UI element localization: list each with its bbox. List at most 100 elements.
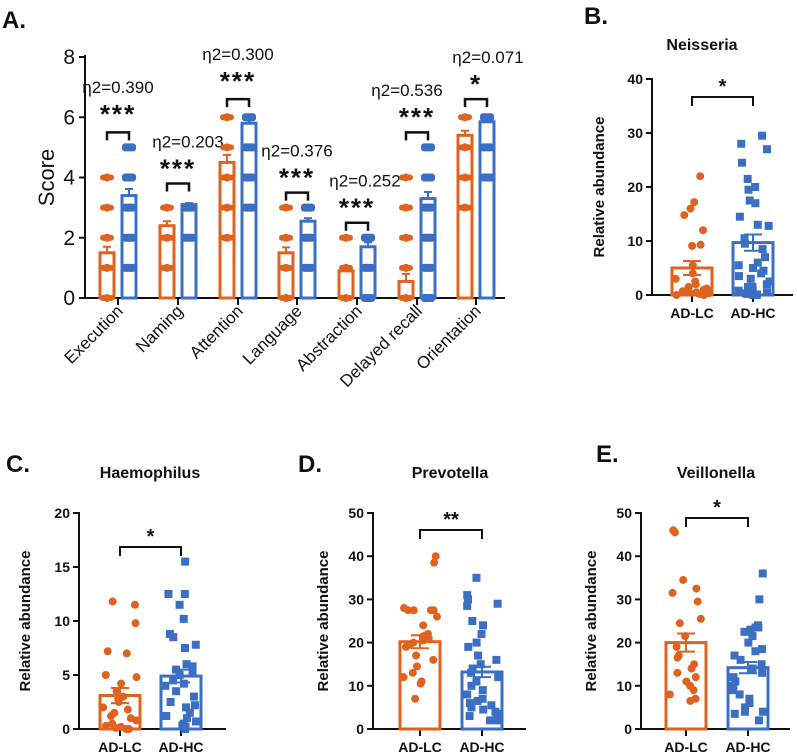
effect-size-label: η2=0.300: [202, 45, 273, 64]
data-point: [182, 234, 196, 241]
bar: [456, 133, 474, 300]
data-point: [122, 649, 131, 658]
data-point: [680, 211, 689, 220]
x-tick-label: AD-HC: [459, 739, 504, 755]
panel-label: B.: [584, 3, 608, 30]
data-point: [468, 617, 477, 625]
data-point: [743, 282, 752, 291]
significance-stars: *: [147, 526, 155, 548]
data-point: [421, 264, 435, 271]
data-point: [432, 612, 441, 621]
data-point: [748, 632, 757, 641]
data-point: [421, 174, 435, 181]
data-point: [692, 288, 701, 297]
data-point: [429, 655, 438, 664]
data-point: [686, 204, 695, 213]
data-point: [743, 289, 752, 298]
y-tick-label: 20: [616, 635, 632, 651]
data-point: [758, 668, 767, 677]
data-point: [160, 234, 174, 241]
significance-stars: ***: [220, 66, 256, 96]
data-point: [100, 264, 114, 271]
data-point: [458, 174, 472, 181]
x-tick-label: Orientation: [413, 301, 485, 373]
y-tick-label: 10: [616, 678, 632, 694]
data-point: [740, 627, 749, 636]
significance-bracket: [691, 96, 754, 106]
data-point: [161, 681, 170, 690]
data-point: [751, 647, 760, 656]
data-point: [761, 253, 770, 262]
data-point: [175, 600, 184, 609]
data-point: [279, 264, 293, 271]
significance-stars: *: [470, 69, 482, 99]
data-point: [107, 712, 116, 721]
data-point: [675, 619, 684, 628]
data-point: [429, 606, 438, 615]
data-point: [412, 662, 421, 671]
effect-size-label: η2=0.536: [371, 81, 442, 100]
data-point: [474, 651, 483, 660]
y-tick-label: 40: [627, 71, 643, 87]
y-tick-label: 30: [616, 591, 632, 607]
data-point: [180, 590, 189, 598]
x-tick-label: Attention: [186, 301, 247, 362]
data-point: [361, 295, 375, 301]
data-point: [185, 708, 194, 717]
data-point: [401, 642, 410, 651]
data-point: [738, 158, 747, 167]
data-point: [412, 651, 421, 660]
data-point: [464, 642, 473, 651]
data-point: [673, 653, 682, 662]
data-point: [698, 226, 707, 235]
data-point: [696, 172, 705, 181]
data-point: [740, 234, 749, 243]
data-point: [468, 664, 477, 673]
y-tick-label: 0: [635, 287, 643, 303]
x-tick-label: AD-LC: [670, 305, 714, 321]
data-point: [699, 291, 708, 299]
panel-label: E.: [596, 441, 619, 468]
data-point: [758, 707, 767, 716]
data-point: [754, 623, 763, 632]
y-axis-label: Relative abundance: [583, 551, 600, 692]
significance-bracket: [119, 546, 182, 556]
y-tick-label: 40: [616, 548, 632, 564]
data-point: [744, 638, 753, 647]
data-point: [671, 274, 680, 283]
data-point: [735, 212, 744, 221]
data-point: [339, 295, 353, 301]
y-axis-label: Relative abundance: [315, 551, 332, 692]
data-point: [731, 677, 740, 686]
data-point: [734, 261, 743, 270]
data-point: [743, 174, 752, 183]
data-point: [181, 725, 190, 733]
data-point: [301, 204, 315, 211]
x-tick-label: Naming: [132, 301, 187, 356]
data-point: [480, 114, 494, 121]
data-point: [399, 234, 413, 241]
data-point: [735, 690, 744, 699]
data-point: [480, 174, 494, 181]
data-point: [477, 629, 486, 638]
data-point: [485, 716, 494, 725]
x-tick-label: Execution: [61, 301, 127, 367]
y-axis-label: Score: [34, 149, 59, 206]
data-point: [220, 174, 234, 181]
data-point: [728, 686, 737, 695]
bar: [180, 203, 198, 300]
y-tick-label: 0: [63, 287, 75, 310]
significance-bracket: [105, 131, 131, 141]
significance-stars: ***: [160, 153, 196, 183]
data-point: [130, 600, 139, 609]
data-point: [191, 640, 200, 649]
data-point: [763, 145, 772, 154]
data-point: [458, 144, 472, 151]
data-point: [755, 595, 764, 604]
data-point: [301, 264, 315, 271]
data-point: [101, 671, 110, 679]
effect-size-label: η2=0.252: [329, 172, 400, 191]
data-point: [758, 131, 767, 140]
data-point: [301, 234, 315, 241]
